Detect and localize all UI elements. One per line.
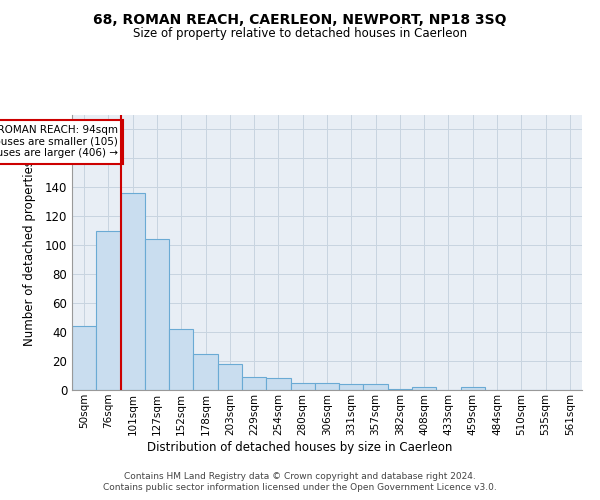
Bar xyxy=(193,354,218,390)
Bar xyxy=(461,387,485,390)
Text: Contains public sector information licensed under the Open Government Licence v3: Contains public sector information licen… xyxy=(103,484,497,492)
Text: Distribution of detached houses by size in Caerleon: Distribution of detached houses by size … xyxy=(148,441,452,454)
Bar xyxy=(169,329,193,390)
Bar xyxy=(121,193,145,390)
Bar xyxy=(242,377,266,390)
Bar xyxy=(412,387,436,390)
Bar xyxy=(218,364,242,390)
Text: 68 ROMAN REACH: 94sqm
← 20% of detached houses are smaller (105)
79% of semi-det: 68 ROMAN REACH: 94sqm ← 20% of detached … xyxy=(0,125,118,158)
Bar xyxy=(290,383,315,390)
Bar xyxy=(339,384,364,390)
Text: 68, ROMAN REACH, CAERLEON, NEWPORT, NP18 3SQ: 68, ROMAN REACH, CAERLEON, NEWPORT, NP18… xyxy=(93,12,507,26)
Bar xyxy=(266,378,290,390)
Text: Contains HM Land Registry data © Crown copyright and database right 2024.: Contains HM Land Registry data © Crown c… xyxy=(124,472,476,481)
Bar xyxy=(315,383,339,390)
Text: Size of property relative to detached houses in Caerleon: Size of property relative to detached ho… xyxy=(133,28,467,40)
Bar xyxy=(388,388,412,390)
Y-axis label: Number of detached properties: Number of detached properties xyxy=(23,160,37,346)
Bar xyxy=(72,326,96,390)
Bar xyxy=(96,231,121,390)
Bar xyxy=(364,384,388,390)
Bar xyxy=(145,240,169,390)
